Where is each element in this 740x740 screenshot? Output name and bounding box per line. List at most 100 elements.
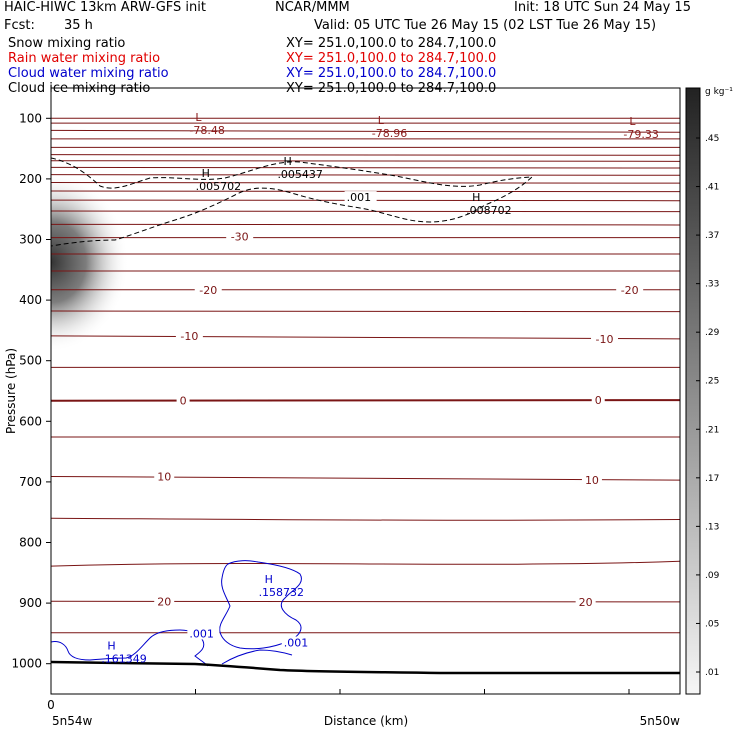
extremum-value: -79.33 (623, 128, 658, 141)
colorbar-label: .17 (705, 474, 719, 484)
y-tick-label: 300 (19, 233, 42, 247)
y-tick-label: 800 (19, 536, 42, 550)
isotherm-19 (51, 335, 680, 340)
isotherm-label-bg (616, 282, 644, 296)
contour-value-labels: .001 .001 .001 (187, 191, 377, 650)
y-axis: 100 200 300 400 500 600 700 800 900 1000 (11, 111, 51, 671)
isotherm-label-bg (591, 393, 605, 407)
isotherm-label-bg (154, 469, 175, 483)
extremum-type: H (472, 191, 480, 204)
isotherm-5 (51, 154, 680, 156)
org-label: NCAR/MMM (275, 0, 350, 15)
y-tick-label: 500 (19, 354, 42, 368)
valid-time: Valid: 05 UTC Tue 26 May 15 (02 LST Tue … (314, 18, 657, 33)
isotherm-label: 20 (579, 596, 593, 609)
colorbar-label: .21 (705, 425, 719, 435)
isotherm-label-bg (194, 282, 222, 296)
colorbar (685, 87, 701, 695)
extremum-type: H (107, 640, 115, 653)
model-title: HAIC-HIWC 13km ARW-GFS init (4, 0, 206, 15)
colorbar-label: .25 (705, 377, 719, 387)
isotherm-9 (51, 182, 680, 184)
extremum-value: .161349 (101, 653, 147, 666)
isotherm-label: 10 (585, 474, 599, 487)
y-tick-label: 600 (19, 414, 42, 428)
contour-label-bg (344, 191, 377, 204)
extremum-value: .005702 (196, 180, 242, 193)
isotherm-18 (51, 310, 680, 313)
isotherm-24 (51, 517, 680, 521)
colorbar-label: .05 (705, 619, 719, 629)
field-xy-snow: XY= 251.0,100.0 to 284.7,100.0 (286, 36, 497, 51)
isotherm-label: 0 (595, 394, 602, 407)
isotherm-label: -20 (621, 284, 639, 297)
isotherm-label-bg (591, 331, 619, 345)
cloud-water-contour-right (221, 649, 293, 665)
isotherm-6 (51, 160, 680, 162)
contour-label: .001 (284, 637, 309, 650)
isotherm-labels: -30 -20 -20 -10 -10 0 0 10 10 20 20 (154, 229, 644, 609)
cloud-water-contour-left (51, 629, 209, 667)
y-tick-label: 900 (19, 596, 42, 610)
isotherm-label-bg (154, 594, 175, 608)
isotherm-27 (51, 632, 680, 634)
extremum-type: H (283, 155, 291, 168)
colorbar-unit: g kg⁻¹ (705, 87, 733, 97)
isotherm-label-bg (581, 473, 602, 487)
colorbar-label: .01 (705, 668, 719, 678)
extremum-value: .005437 (277, 168, 323, 181)
isotherm-7 (51, 166, 680, 169)
isotherm-label-bg (226, 229, 254, 243)
field-xy-rain: XY= 251.0,100.0 to 284.7,100.0 (286, 51, 497, 66)
contour-label-bg (187, 627, 220, 640)
extremum-type: H (202, 167, 210, 180)
isotherm-label: 20 (157, 595, 171, 608)
x-start-label: 5n54w (52, 714, 93, 728)
colorbar-label: .33 (705, 280, 719, 290)
colorbar-label: .29 (705, 328, 720, 338)
isotherm-label-bg (176, 393, 190, 407)
y-tick-label: 700 (19, 475, 42, 489)
extremum-type: H (265, 573, 273, 586)
snow-mixing-shading (51, 172, 129, 352)
contour-label-bg (281, 636, 314, 649)
plot-frame (50, 87, 681, 695)
isotherm-8 (51, 174, 680, 176)
colorbar-label: .37 (705, 231, 719, 241)
contour-label: .001 (347, 191, 372, 204)
init-time: Init: 18 UTC Sun 24 May 15 (514, 0, 691, 15)
y-axis-label: Pressure (hPa) (4, 348, 18, 434)
isotherm-label: -20 (199, 284, 217, 297)
colorbar-ticks: .45 .41 .37 .33 .29 .25 .21 .17 .13 .09 .05 .01 (696, 134, 720, 678)
extremum-value: -78.48 (189, 124, 224, 137)
isotherm-label: 0 (180, 395, 187, 408)
isotherm-label: -30 (231, 230, 249, 243)
x-axis-label: Distance (km) (324, 714, 408, 728)
isotherm-label: -10 (180, 330, 198, 343)
y-tick-label: 400 (19, 293, 42, 307)
fcst-label: Fcst: (4, 18, 35, 33)
extremum-value: -78.96 (372, 127, 407, 140)
extremum-type: L (629, 115, 636, 128)
isotherm-label: 10 (157, 470, 171, 483)
field-name-rain: Rain water mixing ratio (8, 51, 161, 66)
extremum-value: .158732 (259, 586, 305, 599)
x-end-label: 5n50w (640, 714, 681, 728)
isotherm-2 (51, 129, 680, 133)
colorbar-label: .41 (705, 183, 719, 193)
extremum-value: .008702 (466, 204, 512, 217)
colorbar-label: .09 (705, 571, 720, 581)
x-axis: 0 (47, 689, 630, 712)
contour-label: .001 (189, 627, 214, 640)
isotherm-12 (51, 210, 680, 213)
field-name-snow: Snow mixing ratio (8, 36, 126, 51)
colorbar-label: .13 (705, 522, 719, 532)
colorbar-label: .45 (705, 134, 719, 144)
fcst-value: 35 h (64, 18, 93, 33)
y-tick-label: 100 (19, 111, 42, 125)
x-tick-label: 0 (47, 698, 55, 712)
isotherm-13 (51, 223, 680, 226)
extremum-type: L (378, 114, 385, 127)
extrema-labels: L-78.48L-78.96L-79.33H.005437H.005702H.0… (101, 111, 659, 665)
